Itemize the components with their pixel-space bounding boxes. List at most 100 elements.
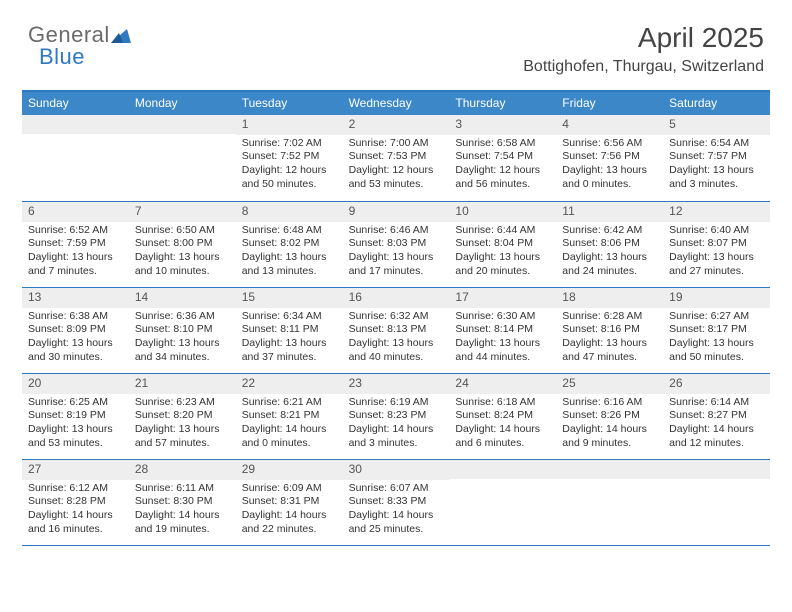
cell-body: Sunrise: 6:50 AMSunset: 8:00 PMDaylight:… (129, 222, 236, 283)
cell-body: Sunrise: 6:21 AMSunset: 8:21 PMDaylight:… (236, 394, 343, 455)
daylight-text: Daylight: 14 hours and 0 minutes. (242, 423, 337, 450)
day-number: 9 (349, 204, 356, 218)
sunrise-text: Sunrise: 6:09 AM (242, 482, 337, 496)
sunset-text: Sunset: 8:16 PM (562, 323, 657, 337)
day-number: 29 (242, 462, 255, 476)
cell-body: Sunrise: 6:16 AMSunset: 8:26 PMDaylight:… (556, 394, 663, 455)
sunrise-text: Sunrise: 6:46 AM (349, 224, 444, 238)
calendar-cell: 30Sunrise: 6:07 AMSunset: 8:33 PMDayligh… (343, 460, 450, 545)
cell-body: Sunrise: 6:11 AMSunset: 8:30 PMDaylight:… (129, 480, 236, 541)
calendar-cell: 6Sunrise: 6:52 AMSunset: 7:59 PMDaylight… (22, 202, 129, 287)
calendar-cell: 2Sunrise: 7:00 AMSunset: 7:53 PMDaylight… (343, 115, 450, 201)
sunset-text: Sunset: 8:27 PM (669, 409, 764, 423)
calendar-cell: 15Sunrise: 6:34 AMSunset: 8:11 PMDayligh… (236, 288, 343, 373)
calendar-cell (556, 460, 663, 545)
daynum-row: 26 (663, 374, 770, 394)
daynum-row: 8 (236, 202, 343, 222)
cell-body: Sunrise: 6:09 AMSunset: 8:31 PMDaylight:… (236, 480, 343, 541)
sunrise-text: Sunrise: 6:52 AM (28, 224, 123, 238)
day-number: 26 (669, 376, 682, 390)
cell-body: Sunrise: 6:12 AMSunset: 8:28 PMDaylight:… (22, 480, 129, 541)
daylight-text: Daylight: 14 hours and 3 minutes. (349, 423, 444, 450)
sunset-text: Sunset: 8:11 PM (242, 323, 337, 337)
sunrise-text: Sunrise: 7:00 AM (349, 137, 444, 151)
sunset-text: Sunset: 8:07 PM (669, 237, 764, 251)
day-number: 21 (135, 376, 148, 390)
daynum-row: 12 (663, 202, 770, 222)
daynum-row: 21 (129, 374, 236, 394)
daynum-row: 16 (343, 288, 450, 308)
daylight-text: Daylight: 13 hours and 37 minutes. (242, 337, 337, 364)
daylight-text: Daylight: 13 hours and 3 minutes. (669, 164, 764, 191)
week-row: 20 Sunrise: 6:25 AMSunset: 8:19 PM Dayligh… (22, 373, 770, 459)
daylight-text: Daylight: 13 hours and 17 minutes. (349, 251, 444, 278)
daynum-row: 14 (129, 288, 236, 308)
calendar-cell: 22 Sunrise: 6:21 AMSunset: 8:21 PMDayligh… (236, 374, 343, 459)
sunset-text: Sunset: 8:19 PM (28, 409, 123, 423)
location-label: Bottighofen, Thurgau, Switzerland (523, 58, 764, 76)
day-number: 22 (242, 376, 255, 390)
cell-body: Sunrise: 6:36 AMSunset: 8:10 PMDaylight:… (129, 308, 236, 369)
sunrise-text: Sunrise: 6:14 AM (669, 396, 764, 410)
daylight-text: Daylight: 13 hours and 20 minutes. (455, 251, 550, 278)
day-number: 20 (28, 376, 41, 390)
calendar-cell: 19Sunrise: 6:27 AMSunset: 8:17 PMDayligh… (663, 288, 770, 373)
cell-body: Sunrise: 6:56 AMSunset: 7:56 PMDaylight:… (556, 135, 663, 196)
daynum-row: 9 (343, 202, 450, 222)
sunrise-text: Sunrise: 6:48 AM (242, 224, 337, 238)
daynum-row: 18 (556, 288, 663, 308)
daylight-text: Daylight: 12 hours and 50 minutes. (242, 164, 337, 191)
sunrise-text: Sunrise: 7:02 AM (242, 137, 337, 151)
daylight-text: Daylight: 14 hours and 9 minutes. (562, 423, 657, 450)
daynum-row: 19 (663, 288, 770, 308)
calendar-cell: 9Sunrise: 6:46 AMSunset: 8:03 PMDaylight… (343, 202, 450, 287)
sunrise-text: Sunrise: 6:16 AM (562, 396, 657, 410)
header: General April 2025 Bottighofen, Thurgau,… (0, 0, 792, 82)
cell-body: Sunrise: 7:00 AMSunset: 7:53 PMDaylight:… (343, 135, 450, 196)
calendar: Sunday Monday Tuesday Wednesday Thursday… (22, 90, 770, 546)
daynum-row: 3 (449, 115, 556, 135)
sunrise-text: Sunrise: 6:34 AM (242, 310, 337, 324)
cell-body: Sunrise: 6:44 AMSunset: 8:04 PMDaylight:… (449, 222, 556, 283)
day-number: 1 (242, 117, 249, 131)
daynum-row: 4 (556, 115, 663, 135)
calendar-cell: 17Sunrise: 6:30 AMSunset: 8:14 PMDayligh… (449, 288, 556, 373)
daynum-row: 29 (236, 460, 343, 480)
cell-body: Sunrise: 6:28 AMSunset: 8:16 PMDaylight:… (556, 308, 663, 369)
daylight-text: Daylight: 13 hours and 50 minutes. (669, 337, 764, 364)
week-row: 13Sunrise: 6:38 AMSunset: 8:09 PMDayligh… (22, 287, 770, 373)
dow-wed: Wednesday (343, 92, 450, 115)
calendar-cell: 27Sunrise: 6:12 AMSunset: 8:28 PMDayligh… (22, 460, 129, 545)
calendar-cell: 28Sunrise: 6:11 AMSunset: 8:30 PMDayligh… (129, 460, 236, 545)
sunrise-text: Sunrise: 6:42 AM (562, 224, 657, 238)
sunset-text: Sunset: 8:23 PM (349, 409, 444, 423)
day-number: 3 (455, 117, 462, 131)
sunset-text: Sunset: 8:31 PM (242, 495, 337, 509)
sunset-text: Sunset: 8:00 PM (135, 237, 230, 251)
daylight-text: Daylight: 13 hours and 10 minutes. (135, 251, 230, 278)
sunrise-text: Sunrise: 6:21 AM (242, 396, 337, 410)
calendar-cell: 16Sunrise: 6:32 AMSunset: 8:13 PMDayligh… (343, 288, 450, 373)
sunrise-text: Sunrise: 6:25 AM (28, 396, 123, 410)
calendar-cell: 11Sunrise: 6:42 AMSunset: 8:06 PMDayligh… (556, 202, 663, 287)
calendar-cell: 5Sunrise: 6:54 AMSunset: 7:57 PMDaylight… (663, 115, 770, 201)
sunrise-text: Sunrise: 6:58 AM (455, 137, 550, 151)
daylight-text: Daylight: 14 hours and 6 minutes. (455, 423, 550, 450)
day-number: 8 (242, 204, 249, 218)
daynum-row (663, 460, 770, 479)
daylight-text: Daylight: 13 hours and 7 minutes. (28, 251, 123, 278)
brand-part2: Blue (39, 44, 85, 69)
daynum-row: 30 (343, 460, 450, 480)
day-number: 30 (349, 462, 362, 476)
daynum-row: 22 (236, 374, 343, 394)
calendar-cell: 18Sunrise: 6:28 AMSunset: 8:16 PMDayligh… (556, 288, 663, 373)
sunset-text: Sunset: 8:26 PM (562, 409, 657, 423)
cell-body: Sunrise: 6:27 AMSunset: 8:17 PMDaylight:… (663, 308, 770, 369)
sunrise-text: Sunrise: 6:23 AM (135, 396, 230, 410)
day-number: 23 (349, 376, 362, 390)
brand-part2-wrap: Blue (39, 44, 85, 70)
daylight-text: Daylight: 13 hours and 0 minutes. (562, 164, 657, 191)
sunrise-text: Sunrise: 6:27 AM (669, 310, 764, 324)
calendar-cell: 13Sunrise: 6:38 AMSunset: 8:09 PMDayligh… (22, 288, 129, 373)
dow-mon: Monday (129, 92, 236, 115)
